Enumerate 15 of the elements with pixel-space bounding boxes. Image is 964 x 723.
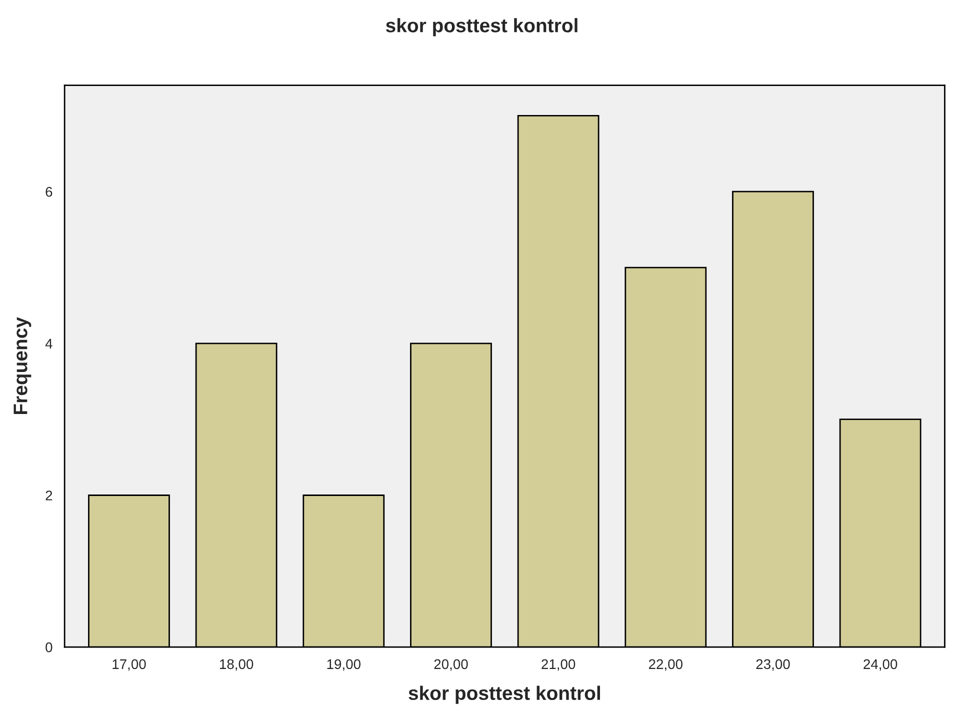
x-tick-label: 23,00 [756, 659, 790, 671]
y-tick-label: 2 [46, 490, 52, 500]
x-tick-label: 20,00 [434, 659, 468, 671]
x-tick-label: 18,00 [220, 659, 254, 671]
x-tick-label: 19,00 [327, 659, 360, 671]
chart-title: skor posttest kontrol [386, 18, 578, 36]
y-tick-label: 4 [45, 338, 52, 348]
x-axis-title: skor posttest kontrol [408, 686, 600, 704]
x-tick-label: 22,00 [648, 659, 682, 671]
y-tick-label: 0 [46, 642, 52, 652]
x-tick-label: 21,00 [542, 659, 576, 671]
x-tick-label: 17,00 [112, 659, 146, 671]
x-tick-label: 24,00 [864, 659, 898, 671]
y-axis-title: Frequency [14, 317, 32, 414]
y-tick-label: 6 [46, 186, 52, 197]
